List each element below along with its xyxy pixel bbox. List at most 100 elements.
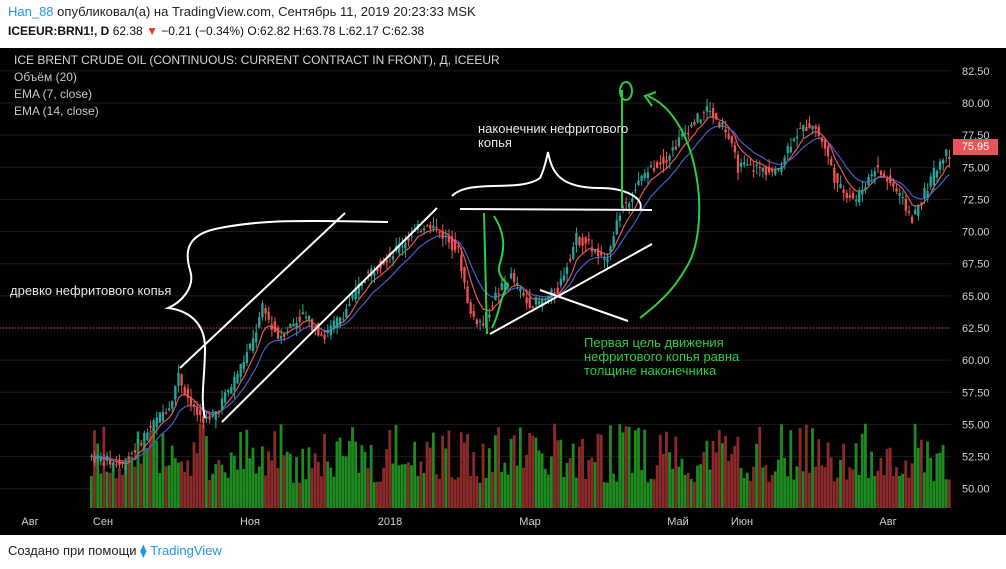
volume-bar — [624, 425, 628, 508]
volume-bar — [192, 442, 196, 508]
volume-bar — [686, 472, 690, 508]
candle — [317, 323, 320, 336]
tradingview-logo-icon[interactable]: ⧫ — [140, 543, 147, 558]
volume-bar — [500, 471, 504, 508]
candle — [298, 316, 301, 322]
candle — [808, 123, 811, 129]
chart-area[interactable]: 82.50 80.00 77.50 75.00 72.50 70.00 67.50 65.00… — [0, 48, 1006, 535]
volume-bar — [786, 476, 790, 508]
volume-bar — [776, 459, 780, 508]
candle — [351, 294, 354, 299]
volume-bar — [851, 469, 855, 508]
candle — [105, 455, 109, 461]
tradingview-brand[interactable]: TradingView — [150, 543, 222, 558]
candle — [864, 187, 867, 191]
legend-ema7[interactable]: EMA (7, close) — [14, 87, 93, 101]
candle — [817, 126, 820, 136]
candle — [606, 258, 609, 263]
volume-bar — [444, 448, 448, 508]
candle — [612, 236, 615, 248]
volume-bar — [431, 432, 435, 508]
volume-bar — [546, 474, 550, 508]
candle — [693, 121, 696, 125]
candle — [882, 173, 886, 177]
volume-bar — [93, 430, 96, 508]
candle — [702, 112, 705, 114]
candle — [270, 324, 273, 330]
volume-bar — [680, 458, 684, 508]
volume-bar — [518, 427, 522, 508]
candle — [338, 317, 342, 325]
candle — [516, 282, 519, 285]
candle — [923, 188, 926, 199]
volume-bar — [724, 435, 727, 508]
candle — [199, 409, 202, 416]
candle — [267, 311, 270, 320]
volume-bar — [341, 455, 345, 508]
candle — [727, 133, 730, 139]
volume-bar — [823, 467, 827, 508]
volume-bar — [643, 429, 647, 508]
volume-bar — [602, 482, 606, 508]
volume-bar — [211, 473, 215, 508]
candle — [826, 146, 830, 157]
candle — [491, 305, 494, 307]
author-link[interactable]: Han_88 — [8, 4, 54, 19]
y-tick-label: 55.00 — [962, 419, 990, 431]
volume-bar — [248, 458, 252, 508]
volume-bar — [292, 482, 295, 508]
price-chart[interactable]: 82.5080.0077.5075.0072.5070.0067.5065.00… — [0, 48, 1006, 535]
candle — [164, 412, 168, 414]
volume-bar — [379, 481, 382, 508]
candle — [171, 401, 174, 409]
candle — [624, 202, 628, 204]
volume-bar — [475, 475, 479, 508]
legend-volume[interactable]: Объём (20) — [14, 70, 77, 84]
candle — [615, 220, 618, 235]
volume-bar — [497, 427, 500, 508]
candle — [429, 224, 432, 229]
candle — [354, 287, 357, 300]
volume-bar — [702, 452, 706, 508]
candle — [680, 133, 684, 137]
volume-bar — [795, 466, 799, 508]
volume-bar — [630, 472, 634, 508]
volume-bar — [845, 479, 849, 508]
candle — [637, 180, 640, 186]
volume-bar — [273, 431, 277, 508]
candle — [273, 321, 276, 332]
candle — [469, 302, 472, 314]
volume-bar — [559, 439, 563, 508]
green-arc-arrow — [639, 95, 701, 319]
volume-bar — [528, 433, 532, 508]
x-tick-label: Сен — [93, 516, 113, 528]
candle — [910, 216, 914, 223]
candle — [572, 246, 575, 259]
legend-ema14[interactable]: EMA (14, close) — [14, 104, 99, 118]
candle — [590, 247, 594, 252]
volume-bar — [90, 476, 93, 508]
volume-bar — [267, 451, 270, 508]
candle — [223, 392, 227, 403]
candle — [764, 166, 768, 176]
candle — [631, 198, 634, 202]
volume-bar — [494, 435, 497, 508]
volume-bar — [251, 447, 255, 508]
volume-bar — [671, 468, 675, 508]
volume-bar — [693, 481, 696, 508]
candle — [690, 124, 693, 127]
volume-bar — [438, 479, 441, 508]
candle — [457, 245, 460, 247]
volume-bar — [876, 470, 880, 508]
volume-bar — [469, 475, 473, 508]
green-target-circle — [619, 81, 633, 101]
volume-bar — [136, 431, 140, 508]
volume-bar — [689, 478, 693, 508]
volume-bar — [229, 452, 233, 508]
candle — [233, 376, 236, 391]
candle — [938, 161, 942, 170]
volume-bar — [108, 472, 112, 508]
volume-bar — [789, 430, 793, 508]
volume-bar — [522, 467, 525, 508]
volume-bar — [798, 428, 802, 508]
